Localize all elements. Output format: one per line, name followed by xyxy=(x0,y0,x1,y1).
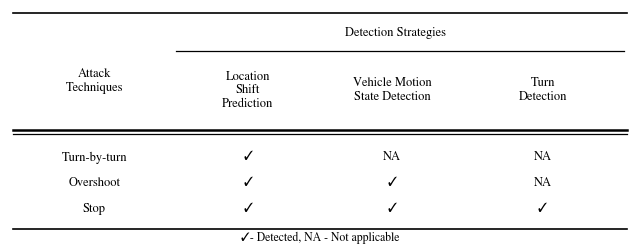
Text: ✓: ✓ xyxy=(243,177,253,189)
Text: Turn
Detection: Turn Detection xyxy=(518,78,567,103)
Text: Detection Strategies: Detection Strategies xyxy=(345,27,446,39)
Text: NA: NA xyxy=(534,151,552,163)
Text: Attack
Techniques: Attack Techniques xyxy=(65,68,123,94)
Text: Overshoot: Overshoot xyxy=(68,177,120,189)
Text: NA: NA xyxy=(534,177,552,189)
Text: ✓: ✓ xyxy=(243,204,253,215)
Text: ✓: ✓ xyxy=(243,151,253,163)
Text: Stop: Stop xyxy=(83,204,106,215)
Text: ✓- Detected, NA - Not applicable: ✓- Detected, NA - Not applicable xyxy=(241,232,399,244)
Text: ✓: ✓ xyxy=(387,204,397,215)
Text: Location
Shift
Prediction: Location Shift Prediction xyxy=(222,71,273,110)
Text: ✓: ✓ xyxy=(538,204,547,215)
Text: Vehicle Motion
State Detection: Vehicle Motion State Detection xyxy=(353,78,431,103)
Text: Turn-by-turn: Turn-by-turn xyxy=(61,151,127,164)
Text: NA: NA xyxy=(383,151,401,163)
Text: ✓: ✓ xyxy=(387,177,397,189)
